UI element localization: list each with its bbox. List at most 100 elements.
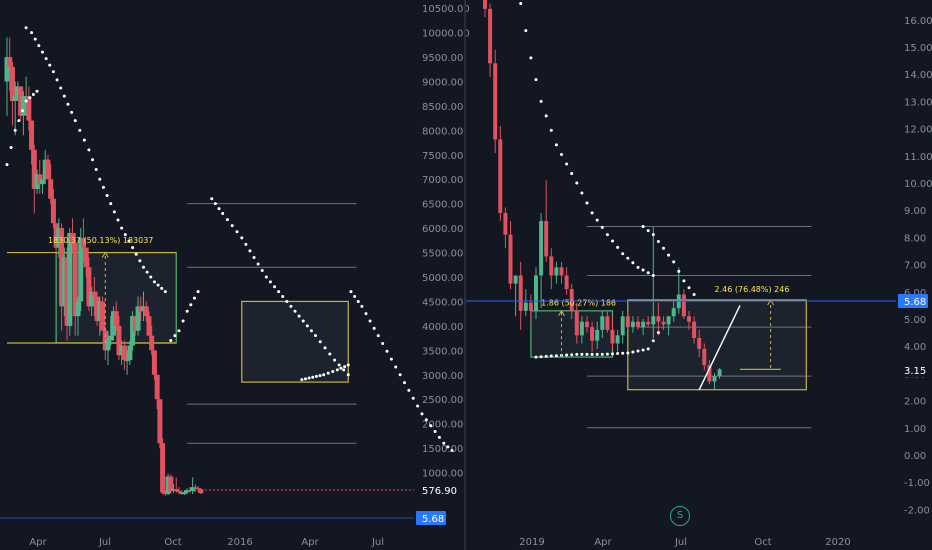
pane1-sar-dot xyxy=(33,37,37,41)
pane2-sar-dot xyxy=(529,56,533,60)
pane1-time-tick: Jul xyxy=(371,537,384,548)
pane2-candle-body xyxy=(534,275,538,311)
pane2-sar-dot xyxy=(636,349,640,353)
pane2-last-price-label: 3.15 xyxy=(904,366,926,377)
pane1-sar-dot xyxy=(196,290,200,294)
pane1-candle-body xyxy=(154,374,160,400)
pane1-price-tick: 5500.00 xyxy=(422,249,463,260)
pane1-sar-dot xyxy=(264,275,268,279)
pane2-candle-body xyxy=(513,275,518,284)
pane2-sar-dot xyxy=(687,286,691,290)
pane2-candle-body xyxy=(625,316,630,328)
pane1-sar-dot xyxy=(163,290,167,294)
pane2-candle-body xyxy=(569,289,574,311)
pane1-candle-body xyxy=(26,96,32,121)
pane1-sar-dot xyxy=(331,370,335,374)
pane1-sar-dot xyxy=(309,329,313,333)
pane2-price-tick: 8.00 xyxy=(904,233,926,244)
pane1-sar-dot xyxy=(398,373,402,377)
pane-divider[interactable] xyxy=(464,0,466,550)
pane2-candle-body xyxy=(641,321,646,328)
pane1-candle-body xyxy=(91,291,97,297)
pane1-price-tick: 10000.00 xyxy=(422,29,470,40)
pane1-candle-body xyxy=(184,490,190,493)
pane1-sar-dot xyxy=(433,429,437,433)
pane1-sar-dot xyxy=(48,63,52,67)
pane1-sar-dot xyxy=(225,218,229,222)
pane1-sar-dot xyxy=(372,326,376,330)
pane1-last-price-label: 576.90 xyxy=(422,486,457,497)
pane2-price-tick: -1.00 xyxy=(904,478,930,489)
pane1-sar-dot xyxy=(127,239,131,243)
pane1-sar-dot xyxy=(134,252,138,256)
pane1-sar-dot xyxy=(339,366,343,370)
pane1-sar-dot xyxy=(346,363,350,367)
pane1-sar-dot xyxy=(24,99,28,103)
pane2-sar-dot xyxy=(570,353,574,357)
pane2-sar-dot xyxy=(651,273,655,277)
pane1-sar-dot xyxy=(297,314,301,318)
pane2-sar-dot xyxy=(656,239,660,243)
pane2-measure-label: 2.46 (76.48%) 246 xyxy=(715,285,790,294)
pane1-time-tick: Apr xyxy=(301,537,319,548)
pane2-sar-dot xyxy=(554,354,558,358)
pane1-candle-body xyxy=(83,247,89,268)
pane2-sar-dot xyxy=(539,355,543,359)
pane2-candle-body xyxy=(692,321,697,339)
pane2-candle-body xyxy=(707,365,712,382)
pane1-price-tick: 2500.00 xyxy=(422,395,463,406)
pane1-sar-dot xyxy=(44,57,48,61)
pane2-sar-dot xyxy=(549,354,553,358)
pane2-time-tick: Oct xyxy=(754,537,771,548)
pane2-range-box[interactable] xyxy=(627,299,807,391)
pane1-candle-body xyxy=(121,345,127,361)
pane1-sar-dot xyxy=(78,128,82,132)
pane2-sar-dot xyxy=(646,347,650,351)
pane2-sar-dot xyxy=(667,253,671,257)
pane1-range-box[interactable] xyxy=(241,300,349,383)
pane2-price-tick: 1.00 xyxy=(904,424,926,435)
pane2-sar-dot xyxy=(519,1,523,5)
pane1-price-tick: 7500.00 xyxy=(422,151,463,162)
pane2-sar-dot xyxy=(631,261,635,265)
pane1-sar-dot xyxy=(349,290,353,294)
pane1-price-tick: 9000.00 xyxy=(422,77,463,88)
pane2-sar-dot xyxy=(575,352,579,356)
pane1-price-tick: 5000.00 xyxy=(422,273,463,284)
pane2-price-tick: 14.00 xyxy=(904,70,932,81)
pane1-time-tick: Apr xyxy=(29,537,47,548)
pane2-sar-dot xyxy=(605,352,609,356)
pane1-sar-dot xyxy=(342,368,346,372)
pane1-last-price-tag xyxy=(416,483,452,497)
pane1-sar-dot xyxy=(416,404,420,408)
pane1-price-tick: 4000.00 xyxy=(422,322,463,333)
pane1-sar-dot xyxy=(149,275,153,279)
pane1-sar-dot xyxy=(313,334,317,338)
pane2-price-tick: 15.00 xyxy=(904,43,932,54)
pane1-sar-dot xyxy=(28,96,32,100)
pane1-sar-dot xyxy=(142,265,145,269)
pane2-candle-body xyxy=(564,275,569,290)
pane2-candle-body xyxy=(615,335,620,344)
pane2-sar-dot xyxy=(580,191,584,195)
pane1-sar-dot xyxy=(94,167,98,171)
pane1-candle-body xyxy=(64,257,70,326)
pane1-candle-body xyxy=(9,66,15,102)
pane1-sar-dot xyxy=(55,78,59,82)
pane2-candle-body xyxy=(574,310,579,336)
symbol-badge[interactable]: S xyxy=(670,506,690,526)
pane1-sar-dot xyxy=(160,286,164,290)
pane1-candle-body xyxy=(187,490,193,492)
pane1-sar-dot xyxy=(322,373,326,377)
pane1-candle-body xyxy=(132,316,138,331)
pane1-candle-body xyxy=(157,399,163,444)
pane2-sar-dot xyxy=(600,225,604,229)
pane1-sar-dot xyxy=(217,207,221,211)
pane1-candle-body xyxy=(23,96,29,98)
pane2-sar-dot xyxy=(616,245,620,249)
pane1-sar-dot xyxy=(13,128,17,132)
pane2-candle-body xyxy=(636,321,640,328)
pane2-sar-dot xyxy=(672,260,676,264)
pane2-trend-line[interactable] xyxy=(698,305,741,391)
